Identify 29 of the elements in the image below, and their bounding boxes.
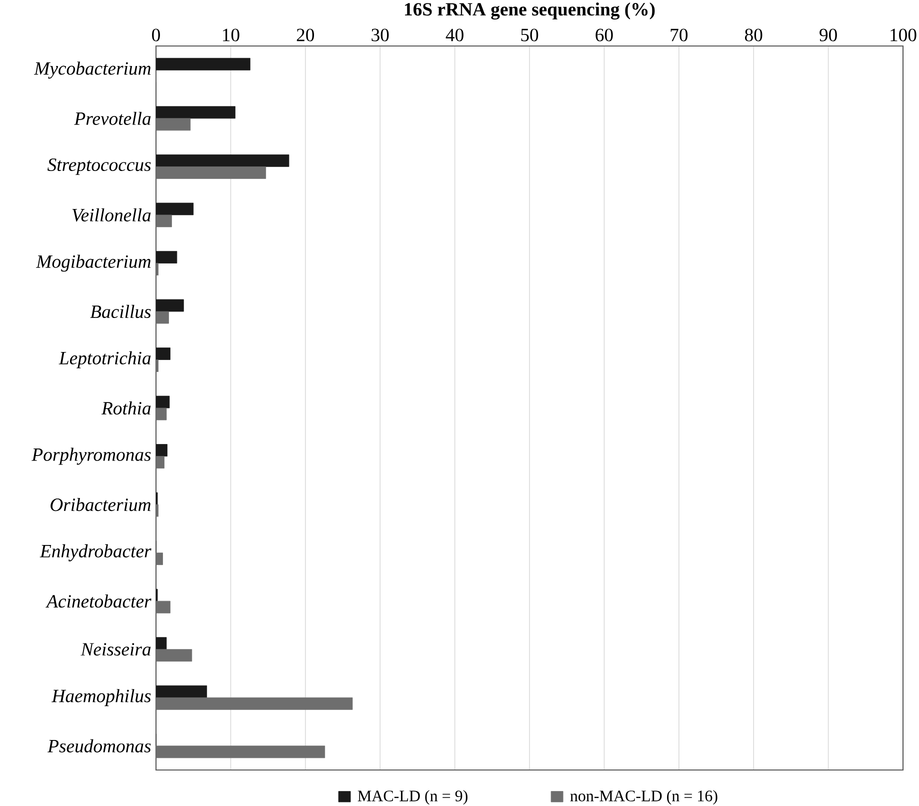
- legend-label: non-MAC-LD (n = 16): [570, 790, 718, 805]
- x-axis-title: 16S rRNA gene sequencing (%): [405, 2, 655, 20]
- y-tick-label: Neisseira: [80, 643, 151, 656]
- x-tick-label: 70: [670, 28, 688, 42]
- x-tick-label: 10: [223, 28, 240, 42]
- y-tick-label: Enhydrobacter: [40, 544, 152, 562]
- y-tick-label: Haemophilus: [52, 689, 151, 706]
- x-tick-label: 90: [820, 28, 837, 42]
- x-tick-label: 60: [596, 28, 613, 42]
- y-tick-label: Streptococcus: [47, 158, 151, 175]
- x-tick-label: 100: [890, 28, 916, 42]
- y-tick-label: Mogibacterium: [36, 254, 151, 272]
- y-tick-label: Pseudomonas: [47, 739, 151, 752]
- y-tick-label: Oribacterium: [50, 498, 151, 512]
- x-tick-label: 80: [744, 28, 762, 42]
- y-tick-label: Acinetobacter: [46, 594, 152, 608]
- x-tick-label: 20: [296, 28, 314, 42]
- y-tick-label: Bacillus: [90, 304, 151, 318]
- y-tick-label: Veillonella: [72, 208, 151, 222]
- y-tick-label: Leptotrichia: [58, 351, 151, 368]
- y-tick-label: Rothia: [101, 401, 151, 415]
- y-tick-label: Prevotella: [74, 112, 151, 125]
- y-tick-label: Porphyromonas: [32, 448, 151, 465]
- x-tick-label: 0: [152, 28, 160, 42]
- legend-label: MAC-LD (n = 9): [358, 790, 468, 805]
- x-tick-label: 30: [372, 28, 389, 42]
- y-tick-label: Mycobacterium: [34, 62, 151, 79]
- x-tick-label: 50: [521, 28, 538, 42]
- x-tick-label: 40: [446, 28, 464, 42]
